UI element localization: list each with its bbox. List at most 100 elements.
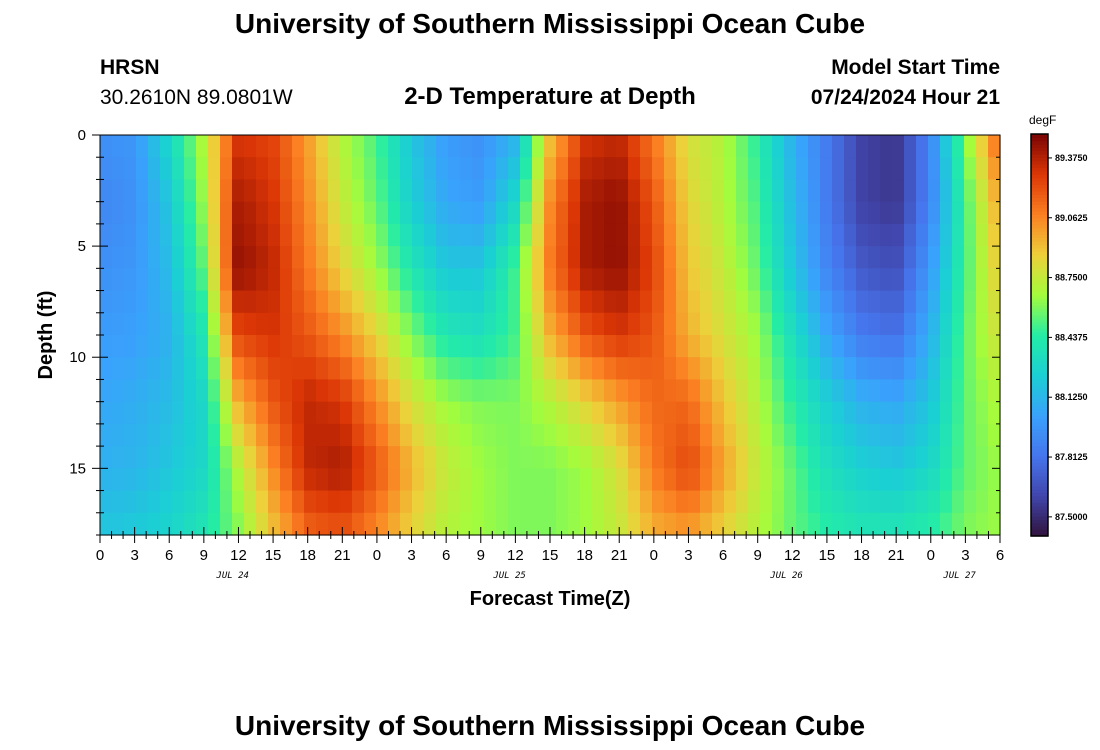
heatmap-cell [868,468,881,492]
heatmap-cell [448,335,461,358]
heatmap-cell [976,179,989,203]
heatmap-cell [892,512,905,536]
heatmap-cell [184,246,197,269]
heatmap-cell [700,312,713,336]
heatmap-cell [556,423,569,447]
heatmap-cell [124,246,137,269]
heatmap-cell [988,223,1001,247]
heatmap-cell [736,379,749,403]
heatmap-cell [436,179,449,203]
x-axis-title: Forecast Time(Z) [470,588,631,610]
heatmap-cell [496,246,509,269]
heatmap-cell [760,379,773,403]
colorbar-swatch [1031,502,1048,507]
heatmap-cell [148,135,161,158]
heatmap-cell [544,512,557,536]
colorbar-swatch [1031,499,1048,504]
heatmap-cell [892,246,905,269]
heatmap-cell [448,468,461,492]
heatmap-cell [964,246,977,269]
heatmap-cell [208,335,221,358]
heatmap-cell [652,512,665,536]
colorbar-swatch [1031,308,1048,313]
heatmap-cell [952,246,965,269]
heatmap-cell [184,312,197,336]
heatmap-cell [760,423,773,447]
heatmap-cell [400,312,413,336]
heatmap-cell [592,490,605,514]
heatmap-cell [148,223,161,247]
colorbar-swatch [1031,505,1048,510]
heatmap-cell [160,201,173,225]
heatmap-cell [328,401,341,425]
heatmap-cell [880,268,893,292]
heatmap-cell [304,135,317,158]
heatmap-cell [148,246,161,269]
heatmap-cell [868,179,881,203]
colorbar-label: 87.5000 [1055,512,1088,522]
heatmap-cell [964,268,977,292]
y-tick-label: 15 [69,460,86,477]
heatmap-cell [556,157,569,181]
heatmap-cell [544,446,557,469]
heatmap-cell [316,290,329,314]
heatmap-cell [796,401,809,425]
heatmap-cell [100,179,113,203]
heatmap-cell [484,290,497,314]
colorbar-label: 88.4375 [1055,332,1088,342]
heatmap-cell [484,179,497,203]
heatmap-cell [364,490,377,514]
heatmap-cell [700,223,713,247]
heatmap-cell [232,223,245,247]
heatmap-cell [676,379,689,403]
heatmap-cell [592,268,605,292]
heatmap-cell [976,446,989,469]
heatmap-cell [892,379,905,403]
heatmap-cell [844,201,857,225]
heatmap-cell [796,223,809,247]
heatmap-cell [688,335,701,358]
heatmap-cell [832,246,845,269]
heatmap-cell [856,135,869,158]
heatmap-cell [784,135,797,158]
colorbar-label: 89.0625 [1055,213,1088,223]
heatmap-cell [880,312,893,336]
heatmap-cell [472,268,485,292]
heatmap-cell [748,223,761,247]
heatmap-cell [400,379,413,403]
heatmap-cell [424,357,437,381]
heatmap-cell [952,135,965,158]
heatmap-cell [712,268,725,292]
heatmap-cell [880,512,893,536]
colorbar-swatch [1031,268,1048,272]
heatmap-cell [136,490,149,514]
heatmap-cell [724,401,737,425]
heatmap-cell [340,246,353,269]
heatmap-cell [388,423,401,447]
heatmap-cell [712,379,725,403]
heatmap-cell [496,512,509,536]
heatmap-cell [184,335,197,358]
heatmap-cell [820,379,833,403]
heatmap-cell [748,446,761,469]
x-day-label: JUL 26 [769,571,803,581]
heatmap-cell [568,446,581,469]
heatmap-cell [424,312,437,336]
heatmap-cell [484,223,497,247]
heatmap-cell [328,468,341,492]
heatmap-cell [940,401,953,425]
heatmap-cell [940,423,953,447]
heatmap-cell [136,379,149,403]
heatmap-cell [400,290,413,314]
heatmap-cell [496,423,509,447]
heatmap-cell [196,223,209,247]
heatmap-cell [664,512,677,536]
heatmap-cell [784,223,797,247]
heatmap-cell [232,335,245,358]
colorbar-swatch [1031,425,1048,430]
heatmap-cell [964,223,977,247]
heatmap-cell [916,246,929,269]
heatmap-cell [220,379,233,403]
heatmap-cell [124,357,137,381]
heatmap-cell [544,357,557,381]
